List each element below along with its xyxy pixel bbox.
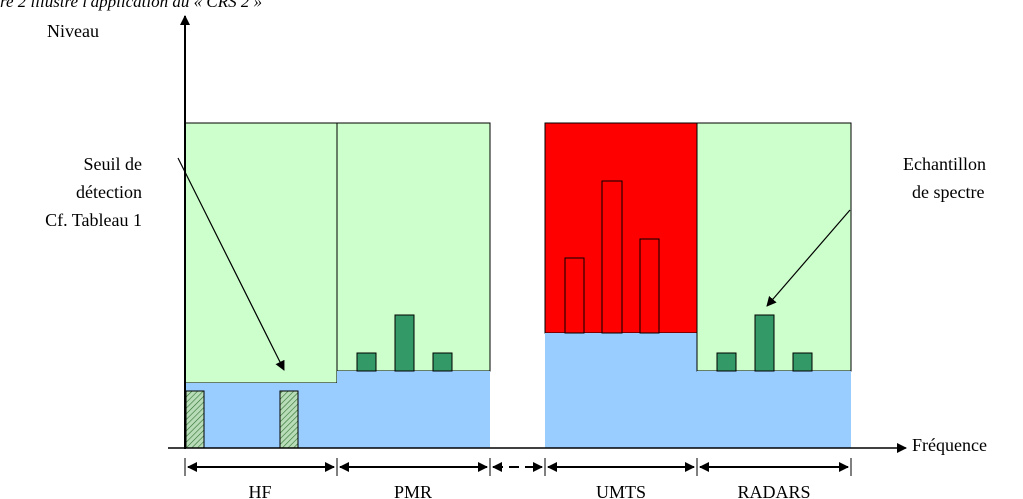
band-pmr-sample-bar [394,314,415,372]
band-radars [696,122,852,448]
band-pmr-sample-bar [432,352,453,372]
band-radars-sample-bar [754,314,775,372]
band-radars-threshold-zone [697,371,851,448]
header-text: re 2 illustre l'application du « CRS 2 » [0,0,263,11]
threshold-label-line-2: détection [76,182,142,202]
sample-label-line-2: de spectre [912,182,984,202]
threshold-label-line-3: Cf. Tableau 1 [45,210,142,230]
band-radars-sample-bar [716,352,737,372]
band-radars-sample-bar [792,352,813,372]
band-pmr [336,122,491,448]
band-umts-sample-bar [601,180,623,334]
band-umts-sample-bar [639,238,660,334]
threshold-callout-arrow [177,157,285,371]
band-umts [544,122,698,448]
band-umts-sample-bar [564,257,585,334]
threshold-label-line-1: Seuil de [84,154,143,174]
sample-label-line-1: Echantillon [903,154,986,174]
y-axis-label: Niveau [47,21,99,41]
band-extent-ticks [184,458,852,476]
band-hf-sample-bar [185,390,205,449]
band-label-hf: HF [248,482,271,499]
band-label-umts: UMTS [596,482,646,499]
band-label-pmr: PMR [394,482,432,499]
band-umts-threshold-zone [545,333,697,448]
band-hf-free-zone [184,122,338,384]
band-pmr-sample-bar [356,352,377,372]
band-hf [184,122,338,449]
band-pmr-threshold-zone [337,371,490,448]
band-hf-sample-bar [279,390,299,449]
band-label-radars: RADARS [737,482,810,499]
band-hf-threshold-zone [185,383,337,448]
x-axis-label: Fréquence [912,435,987,455]
sample-callout-arrow [766,209,851,307]
